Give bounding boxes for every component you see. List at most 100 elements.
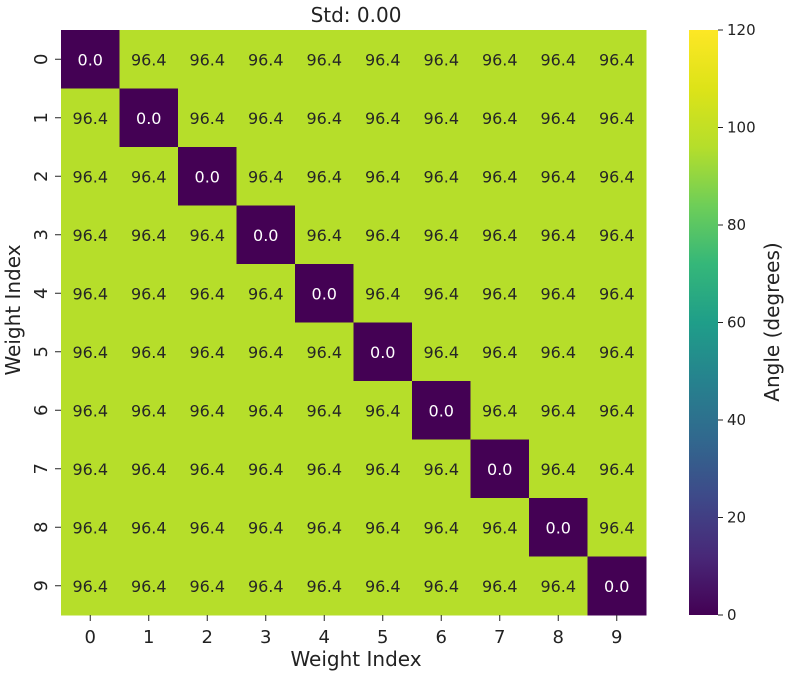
cell-value-label: 96.4 (540, 401, 576, 420)
x-axis-label: Weight Index (290, 647, 421, 671)
heatmap-cell (236, 264, 296, 323)
cell-value-label: 96.4 (365, 577, 401, 596)
y-tick-label: 8 (31, 522, 52, 533)
cell-value-label: 96.4 (599, 50, 635, 69)
cell-value-label: 96.4 (540, 167, 576, 186)
heatmap-cell (529, 439, 588, 499)
heatmap-cell (353, 30, 413, 89)
heatmap-cell (236, 30, 296, 89)
heatmap-cell (178, 88, 237, 148)
cell-value-label: 96.4 (482, 401, 518, 420)
cell-value-label: 96.4 (248, 167, 284, 186)
cell-value-label: 96.4 (131, 401, 167, 420)
heatmap-cell (353, 264, 413, 323)
heatmap-cell (295, 88, 354, 148)
cell-value-label: 96.4 (189, 401, 225, 420)
cell-value-label: 0.0 (78, 50, 103, 69)
chart-title: Std: 0.00 (311, 3, 402, 27)
heatmap-cell (353, 439, 413, 499)
heatmap-cell (119, 322, 179, 382)
y-tick-label: 4 (31, 288, 52, 299)
cell-value-label: 96.4 (599, 401, 635, 420)
heatmap-cell (529, 264, 588, 323)
cell-value-label: 96.4 (72, 577, 108, 596)
heatmap-cell (178, 264, 237, 323)
cell-value-label: 96.4 (72, 226, 108, 245)
heatmap-cell (61, 498, 120, 557)
cell-value-label: 96.4 (540, 50, 576, 69)
cell-value-label: 96.4 (131, 518, 167, 537)
heatmap-cell (61, 556, 120, 616)
cell-value-label: 96.4 (72, 167, 108, 186)
y-axis-label: Weight Index (1, 244, 25, 375)
heatmap-cell (61, 88, 120, 148)
heatmap-cell (119, 205, 179, 265)
cell-value-label: 0.0 (136, 109, 161, 128)
heatmap-cell (353, 322, 413, 382)
heatmap-cell (178, 498, 237, 557)
colorbar-tick-label: 40 (727, 411, 746, 429)
cell-value-label: 96.4 (599, 460, 635, 479)
cell-value-label: 96.4 (306, 167, 342, 186)
heatmap-cell (587, 264, 647, 323)
y-axis-ticks: 0 1 2 3 4 5 6 7 8 9 (31, 54, 61, 591)
cell-value-label: 96.4 (365, 226, 401, 245)
heatmap-cell (236, 205, 296, 265)
heatmap-cell (470, 264, 530, 323)
heatmap-cell (295, 322, 354, 382)
cell-value-label: 96.4 (248, 343, 284, 362)
cell-value-label: 96.4 (540, 577, 576, 596)
cell-value-label: 96.4 (482, 518, 518, 537)
colorbar: 0 20 40 60 80 100 120 Angle (degrees) (689, 21, 784, 624)
heatmap-cell (178, 556, 237, 616)
heatmap-cell (470, 205, 530, 265)
colorbar-tick-label: 0 (727, 606, 737, 624)
heatmap-cell (236, 88, 296, 148)
heatmap-cell (587, 498, 647, 557)
heatmap-cell (529, 322, 588, 382)
cell-value-label: 0.0 (195, 167, 220, 186)
heatmap-cell (119, 264, 179, 323)
cell-value-label: 96.4 (423, 284, 459, 303)
heatmap-cell (470, 88, 530, 148)
heatmap-cell-labels: 0.0 96.4 96.4 96.4 96.4 96.4 96.4 96.4 96.4 96.4 9… (72, 50, 634, 596)
cell-value-label: 96.4 (131, 50, 167, 69)
cell-value-label: 96.4 (540, 226, 576, 245)
cell-value-label: 0.0 (370, 343, 395, 362)
cell-value-label: 96.4 (131, 167, 167, 186)
cell-value-label: 96.4 (248, 284, 284, 303)
x-tick-label: 1 (143, 627, 154, 648)
cell-value-label: 0.0 (487, 460, 512, 479)
cell-value-label: 96.4 (423, 343, 459, 362)
heatmap-cell (529, 30, 588, 89)
cell-value-label: 96.4 (248, 577, 284, 596)
heatmap-cell (587, 439, 647, 499)
heatmap-cell (470, 147, 530, 206)
heatmap-cell (412, 147, 471, 206)
heatmap-cell (470, 556, 530, 616)
heatmap-cell (353, 147, 413, 206)
cell-value-label: 96.4 (189, 343, 225, 362)
cell-value-label: 96.4 (599, 343, 635, 362)
x-tick-label: 2 (202, 627, 213, 648)
x-tick-label: 8 (553, 627, 564, 648)
x-tick-label: 4 (319, 627, 330, 648)
heatmap-cell (412, 322, 471, 382)
heatmap-cell (119, 88, 179, 148)
cell-value-label: 96.4 (131, 460, 167, 479)
x-tick-label: 6 (436, 627, 447, 648)
cell-value-label: 96.4 (482, 343, 518, 362)
cell-value-label: 0.0 (312, 284, 337, 303)
heatmap-cell (295, 264, 354, 323)
y-tick-label: 0 (31, 54, 52, 65)
cell-value-label: 96.4 (189, 109, 225, 128)
heatmap-cell (236, 322, 296, 382)
cell-value-label: 96.4 (306, 460, 342, 479)
heatmap-cell (587, 381, 647, 440)
heatmap-cell (61, 30, 120, 89)
heatmap-cell (587, 88, 647, 148)
heatmap-cell (587, 205, 647, 265)
cell-value-label: 96.4 (306, 518, 342, 537)
heatmap-cell (412, 381, 471, 440)
